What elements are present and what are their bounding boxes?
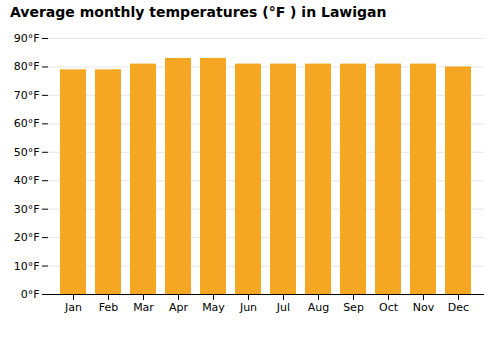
svg-text:30°F: 30°F (14, 203, 40, 216)
svg-text:80°F: 80°F (14, 60, 40, 73)
svg-text:60°F: 60°F (14, 117, 40, 130)
svg-text:40°F: 40°F (14, 174, 40, 187)
svg-text:Aug: Aug (308, 301, 329, 314)
svg-text:Jun: Jun (239, 301, 257, 314)
svg-text:70°F: 70°F (14, 89, 40, 102)
svg-text:Sep: Sep (343, 301, 364, 314)
svg-text:0°F: 0°F (21, 288, 40, 301)
svg-text:May: May (202, 301, 225, 314)
svg-text:Feb: Feb (99, 301, 118, 314)
svg-text:Jul: Jul (276, 301, 290, 314)
svg-text:Mar: Mar (133, 301, 154, 314)
html-text:Average monthly temperatures (: Average monthly temperatures (°F ) in La… (10, 4, 387, 20)
svg-text:Nov: Nov (413, 301, 435, 314)
svg-text:Apr: Apr (169, 301, 189, 314)
svg-text:50°F: 50°F (14, 146, 40, 159)
svg-text:Oct: Oct (379, 301, 399, 314)
svg-text:Dec: Dec (448, 301, 469, 314)
svg-text:20°F: 20°F (14, 231, 40, 244)
svg-text:Jan: Jan (64, 301, 82, 314)
svg-text:90°F: 90°F (14, 32, 40, 45)
svg-text:10°F: 10°F (14, 260, 40, 273)
